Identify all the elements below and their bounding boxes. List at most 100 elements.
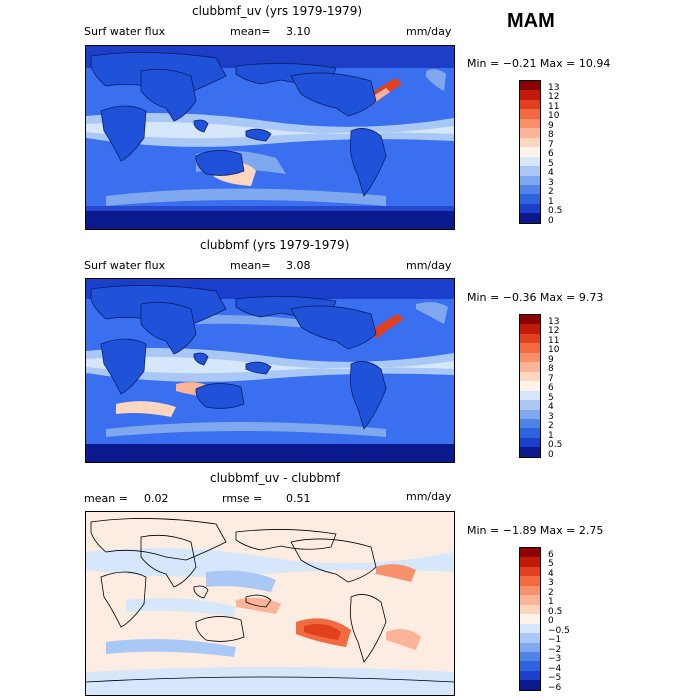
panel-top-mean-label: mean=: [230, 25, 271, 38]
colorbar-swatch: [520, 203, 540, 214]
colorbar-swatch: [520, 109, 540, 119]
colorbar-swatch: [520, 315, 540, 325]
colorbar-swatch: [520, 390, 540, 401]
colorbar-swatch: [520, 99, 540, 110]
panel-top-map: [85, 45, 455, 230]
colorbar-swatch: [520, 333, 540, 344]
panel-middle-variable: Surf water flux: [84, 259, 166, 272]
colorbar-swatch: [520, 362, 540, 372]
colorbar-label: −1: [548, 635, 562, 646]
colorbar-swatch: [520, 166, 540, 176]
colorbar-swatch: [520, 623, 540, 634]
colorbar-swatch: [520, 447, 540, 457]
colorbar-label: 2: [548, 421, 554, 432]
colorbar-swatch: [520, 633, 540, 643]
colorbar-swatch: [520, 175, 540, 185]
colorbar-label: 0.5: [548, 440, 563, 451]
colorbar-swatch: [520, 566, 540, 577]
panel-bottom-rmse-label: rmse =: [222, 492, 263, 505]
colorbar-label: 11: [548, 335, 560, 346]
colorbar-swatch: [520, 194, 540, 204]
colorbar-swatch: [520, 418, 540, 429]
colorbar-label: 11: [548, 101, 560, 112]
colorbar-swatch: [520, 343, 540, 353]
colorbar-label: 0: [548, 616, 554, 627]
colorbar-label: 8: [548, 364, 554, 375]
colorbar-swatch: [520, 437, 540, 448]
season-label: MAM: [507, 10, 555, 32]
colorbar-swatch: [520, 614, 540, 624]
colorbar-label: 13: [548, 83, 560, 93]
colorbar-label: 0.5: [548, 606, 563, 617]
colorbar-label: 1: [548, 597, 554, 608]
colorbar-label: 7: [548, 139, 554, 150]
colorbar-label: 6: [548, 383, 554, 394]
colorbar-label: 0.5: [548, 206, 563, 217]
panel-middle-mean-value: 3.08: [286, 259, 311, 272]
panel-bottom-rmse-value: 0.51: [286, 492, 311, 505]
colorbar-swatch: [520, 661, 540, 671]
colorbar-label: 12: [548, 326, 560, 337]
colorbar-swatch: [520, 585, 540, 596]
colorbar-label: 5: [548, 158, 554, 169]
colorbar-swatch: [520, 576, 540, 586]
panel-middle-title: clubbmf (yrs 1979-1979): [200, 238, 350, 252]
colorbar-label: 13: [548, 317, 560, 327]
colorbar-label: −2: [548, 644, 562, 655]
colorbar-label: 6: [548, 149, 554, 160]
colorbar-label: 3: [548, 578, 554, 589]
colorbar-label: 0: [548, 449, 554, 460]
panel-bottom-title: clubbmf_uv - clubbmf: [210, 471, 341, 485]
panel-bottom-mean-label: mean =: [84, 492, 128, 505]
colorbar-swatch: [520, 651, 540, 662]
colorbar-label: 2: [548, 587, 554, 598]
colorbar-swatch: [520, 352, 540, 363]
colorbar-swatch: [520, 81, 540, 91]
colorbar-swatch: [520, 147, 540, 157]
colorbar-label: 5: [548, 559, 554, 570]
panel-middle-units: mm/day: [406, 259, 452, 272]
colorbar-label: 10: [548, 111, 560, 122]
colorbar-label: 8: [548, 130, 554, 141]
panel-bottom-mean-value: 0.02: [144, 492, 169, 505]
colorbar-swatch: [520, 128, 540, 138]
colorbar-swatch: [520, 604, 540, 615]
colorbar-label: 5: [548, 392, 554, 403]
colorbar-swatch: [520, 548, 540, 558]
colorbar-label: −5: [548, 673, 562, 684]
panel-middle-mean-label: mean=: [230, 259, 271, 272]
colorbar-swatch: [520, 156, 540, 167]
panel-top-title: clubbmf_uv (yrs 1979-1979): [192, 4, 363, 18]
colorbar-swatch: [520, 137, 540, 148]
colorbar-label: −3: [548, 654, 562, 665]
colorbar-label: −4: [548, 663, 562, 674]
colorbar-swatch: [520, 400, 540, 410]
panel-top-colorbar: [519, 80, 541, 224]
colorbar-swatch: [520, 428, 540, 438]
colorbar-label: 12: [548, 92, 560, 103]
panel-bottom-colorbar: [519, 547, 541, 691]
colorbar-label: −6: [548, 682, 562, 693]
panel-top-minmax: Min = −0.21 Max = 10.94: [467, 57, 611, 70]
panel-middle-map: [85, 278, 455, 463]
panel-top-variable: Surf water flux: [84, 25, 166, 38]
colorbar-label: 0: [548, 215, 554, 226]
colorbar-swatch: [520, 680, 540, 690]
colorbar-swatch: [520, 90, 540, 100]
colorbar-label: −0.5: [548, 625, 570, 636]
colorbar-label: 3: [548, 411, 554, 422]
colorbar-label: 9: [548, 120, 554, 131]
colorbar-label: 4: [548, 402, 554, 413]
colorbar-label: 4: [548, 568, 554, 579]
colorbar-label: 6: [548, 550, 554, 560]
colorbar-label: 7: [548, 373, 554, 384]
panel-top-mean-value: 3.10: [286, 25, 311, 38]
colorbar-swatch: [520, 557, 540, 567]
colorbar-label: 3: [548, 177, 554, 188]
colorbar-swatch: [520, 595, 540, 605]
panel-middle-colorbar: [519, 314, 541, 458]
panel-bottom-units: mm/day: [406, 490, 452, 503]
colorbar-label: 4: [548, 168, 554, 179]
colorbar-swatch: [520, 118, 540, 129]
colorbar-label: 9: [548, 354, 554, 365]
